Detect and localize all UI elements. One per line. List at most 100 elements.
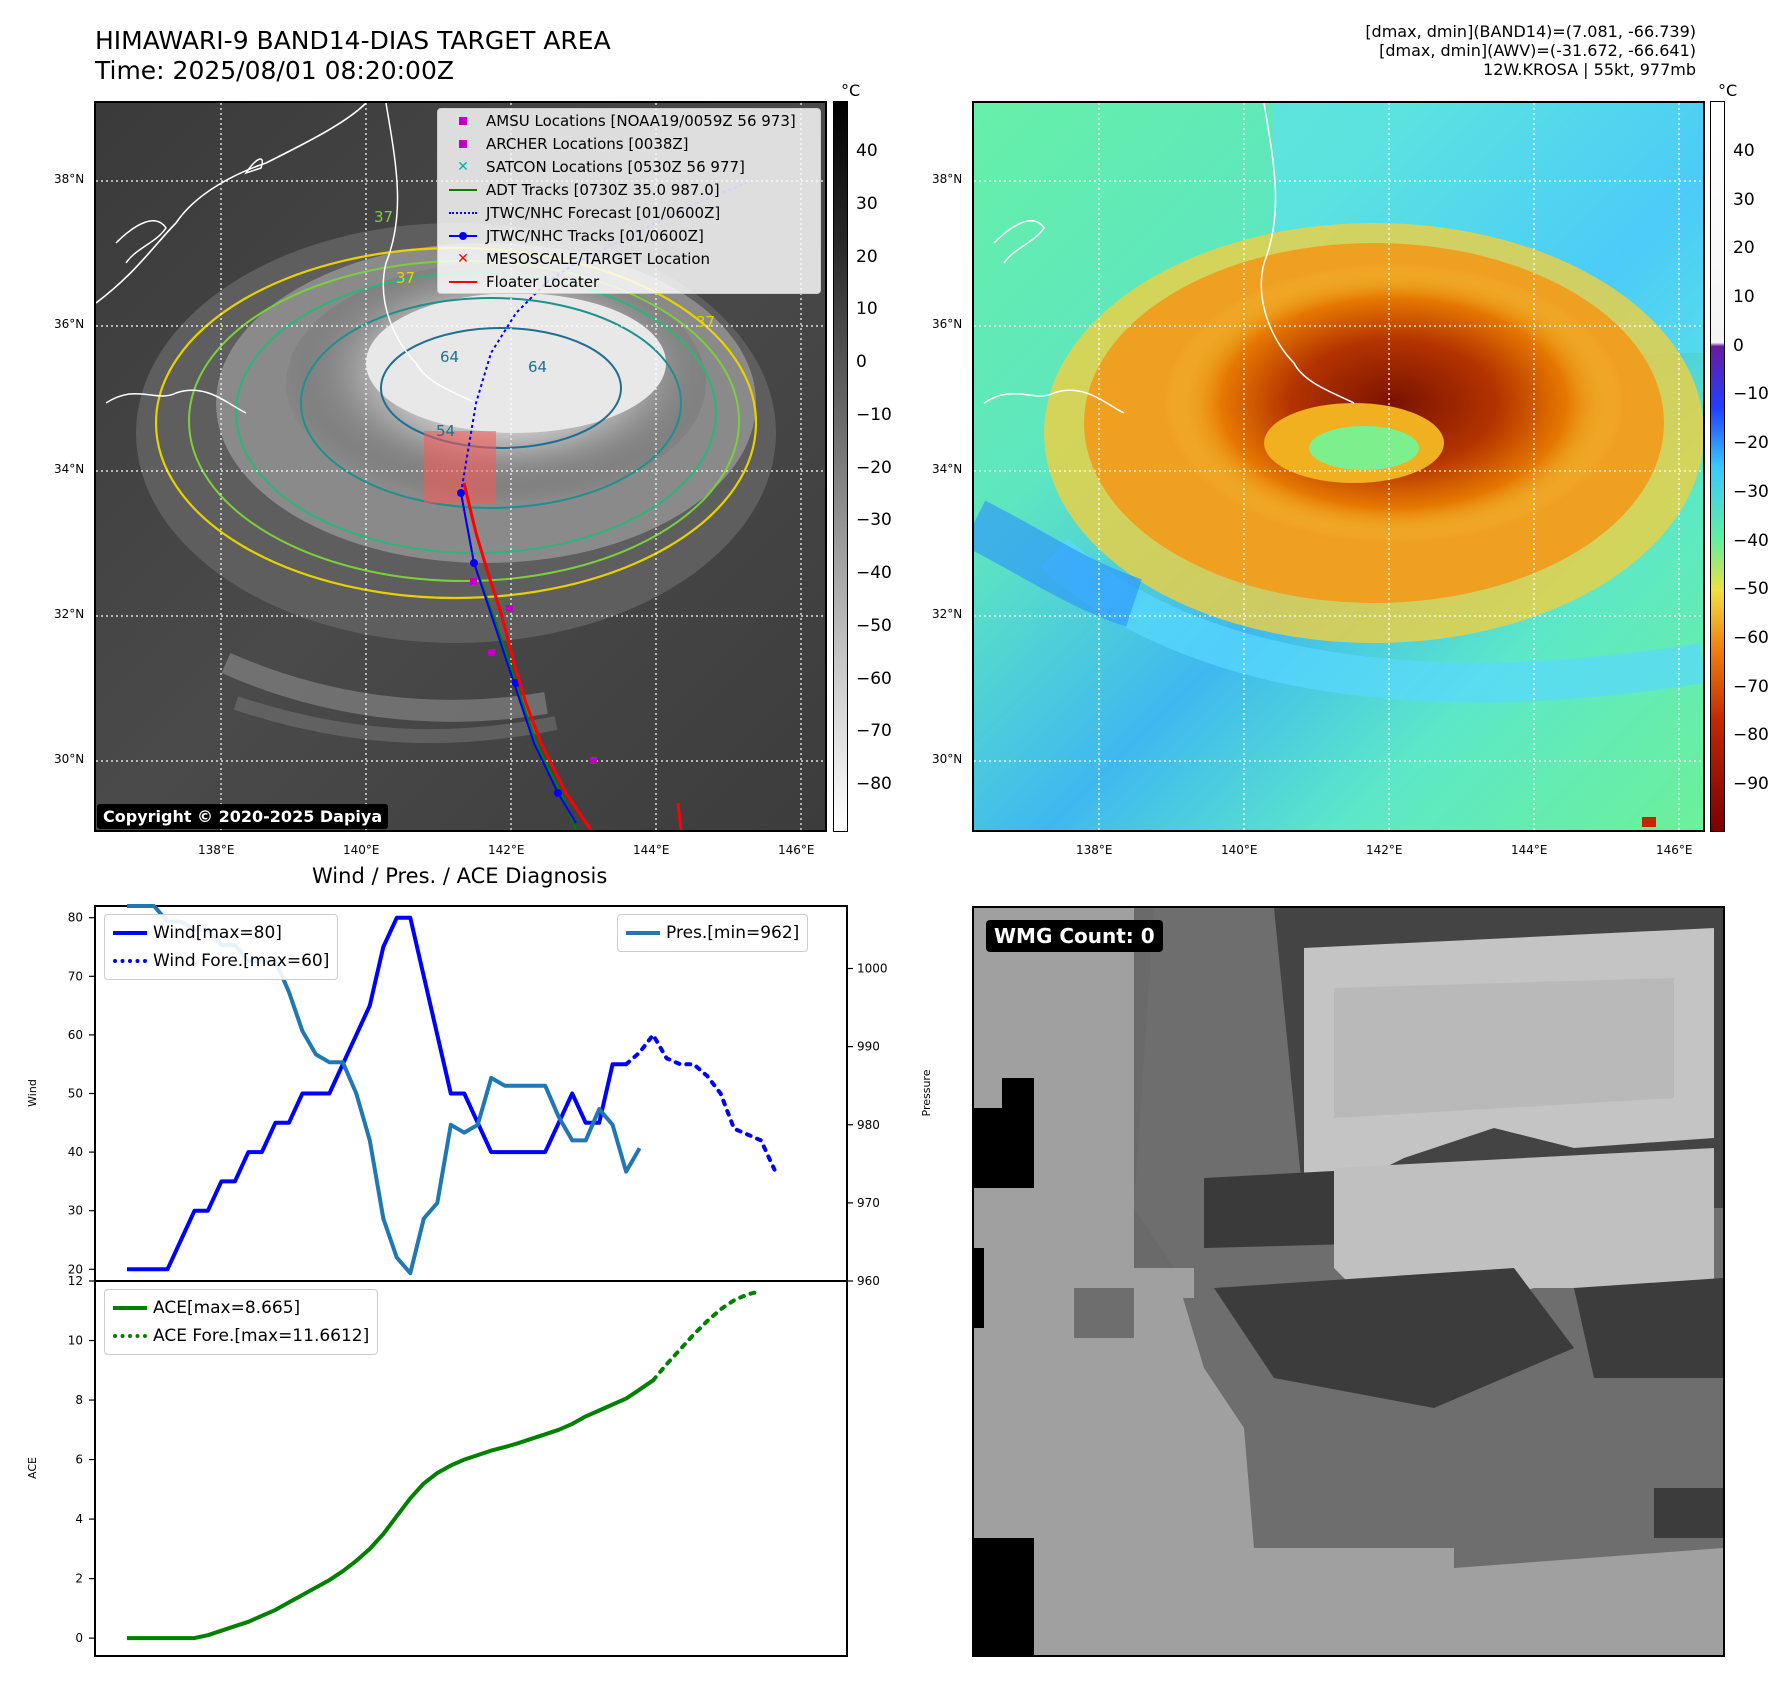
contour-label: 37 (396, 269, 415, 287)
lat-tick: 36°N (54, 317, 85, 331)
axis-tick-label: 10 (68, 1334, 83, 1348)
line-dot-marker-icon (446, 231, 480, 240)
legend-item-ace-forecast: ACE Fore.[max=11.6612] (111, 1322, 371, 1350)
axis-tick-label: 12 (68, 1274, 83, 1288)
axis-tick-label: 50 (68, 1087, 83, 1101)
ir-colorbar-ticks: 40 30 20 10 0 −10 −20 −30 −40 −50 −60 −70 −80 (856, 101, 916, 832)
axis-tick-label: 80 (68, 911, 83, 925)
colorbar-tick-label: −20 (1733, 433, 1769, 454)
legend-item-pressure: Pres.[min=962] (624, 919, 801, 947)
axis-tick-label: 980 (857, 1118, 880, 1132)
colorbar-tick-label: −60 (1733, 627, 1769, 648)
legend-item-jtwc-forecast: JTWC/NHC Forecast [01/0600Z] (438, 201, 820, 224)
awv-colorbar-ticks: 40 30 20 10 0 −10 −20 −30 −40 −50 −60 −70 −80 −90 (1733, 101, 1788, 832)
wind-legend: Wind[max=80] Wind Fore.[max=60] (104, 914, 339, 980)
axis-tick-label: 60 (68, 1028, 83, 1042)
legend-item-wind: Wind[max=80] (111, 919, 331, 947)
info-line-2: [dmax, dmin](AWV)=(-31.672, -66.641) (1379, 41, 1696, 60)
colorbar-tick-label: −40 (856, 563, 892, 583)
wmg-image (974, 908, 1723, 1655)
title-line-1: HIMAWARI-9 BAND14-DIAS TARGET AREA (95, 26, 611, 55)
pressure-legend: Pres.[min=962] (617, 914, 809, 952)
line-marker-icon (446, 188, 480, 191)
info-line-3: 12W.KROSA | 55kt, 977mb (1483, 60, 1696, 79)
title-line-2: Time: 2025/08/01 08:20:00Z (95, 56, 454, 85)
colorbar-tick-label: −20 (856, 457, 892, 478)
colorbar-unit: °C (841, 81, 861, 100)
lat-tick: 36°N (932, 317, 963, 331)
contour-label: 64 (528, 358, 547, 376)
lat-tick: 32°N (932, 607, 963, 621)
colorbar-tick-label: 40 (1733, 141, 1755, 161)
axis-tick-label: 990 (857, 1040, 880, 1054)
legend-label: Pres.[min=962] (666, 923, 800, 943)
lon-tick: 140°E (343, 843, 380, 857)
axis-tick-label: 4 (75, 1512, 83, 1526)
axis-tick-label: 20 (68, 1262, 83, 1276)
wmg-count-badge: WMG Count: 0 (986, 920, 1163, 952)
legend-label: JTWC/NHC Tracks [01/0600Z] (486, 226, 704, 245)
pressure-y-ticks: 960 970 980 990 1000 (847, 962, 888, 1288)
diagnosis-title: Wind / Pres. / ACE Diagnosis (312, 864, 608, 888)
colorbar-tick-label: 0 (1733, 335, 1744, 356)
axis-tick-label: 70 (68, 969, 83, 983)
axis-tick-label: 0 (75, 1631, 83, 1645)
contour-label: 37 (696, 313, 715, 331)
colorbar-tick-label: 30 (1733, 189, 1755, 210)
wind-y-ticks: 20 30 40 50 60 70 80 (68, 911, 95, 1276)
lat-tick: 38°N (54, 172, 85, 186)
colorbar-tick-label: −10 (856, 404, 892, 425)
colorbar-tick-label: 0 (856, 352, 867, 372)
lat-tick: 34°N (932, 462, 963, 476)
info-line-1: [dmax, dmin](BAND14)=(7.081, -66.739) (1365, 22, 1696, 41)
legend-label: ACE Fore.[max=11.6612] (153, 1326, 370, 1346)
legend-label: AMSU Locations [NOAA19/0059Z 56 973] (486, 111, 796, 130)
lon-tick: 142°E (1366, 843, 1403, 857)
map-legend: AMSU Locations [NOAA19/0059Z 56 973] ARC… (437, 108, 821, 294)
x-marker-icon: ✕ (457, 158, 469, 175)
lon-tick: 142°E (488, 843, 525, 857)
legend-label: MESOSCALE/TARGET Location (486, 249, 711, 268)
legend-label: ACE[max=8.665] (153, 1298, 301, 1318)
lon-tick: 138°E (198, 843, 235, 857)
ir-map-panel: 64 54 64 37 37 37 AMSU Locations [NOAA19… (94, 101, 827, 832)
awv-map-panel (972, 101, 1705, 832)
legend-item-satcon: ✕ SATCON Locations [0530Z 56 977] (438, 155, 820, 178)
axis-tick-label: 6 (75, 1453, 83, 1467)
colorbar-tick-label: −80 (1733, 725, 1769, 746)
legend-label: JTWC/NHC Forecast [01/0600Z] (486, 203, 721, 222)
legend-label: Floater Locater (486, 272, 600, 291)
lon-tick: 146°E (1656, 843, 1693, 857)
colorbar-tick-label: 30 (856, 193, 878, 214)
wind-axis-label: Wind (26, 1079, 39, 1107)
intensity-info: [dmax, dmin](BAND14)=(7.081, -66.739) [d… (1365, 22, 1696, 79)
legend-item-adt: ADT Tracks [0730Z 35.0 987.0] (438, 178, 820, 201)
colorbar-tick-label: 10 (856, 299, 878, 320)
ace-forecast-series-line (651, 1289, 763, 1383)
lat-tick: 30°N (932, 752, 963, 766)
legend-item-jtwc-tracks: JTWC/NHC Tracks [01/0600Z] (438, 224, 820, 247)
line-marker-icon (626, 931, 660, 935)
legend-label: Wind[max=80] (153, 923, 282, 943)
wmg-panel: WMG Count: 0 (972, 906, 1725, 1657)
lon-tick: 146°E (778, 843, 815, 857)
ace-series-line (127, 1378, 655, 1641)
legend-item-wind-forecast: Wind Fore.[max=60] (111, 947, 331, 975)
pressure-axis-label: Pressure (920, 1069, 933, 1116)
wind-forecast-series-line (624, 1032, 777, 1172)
legend-item-ace: ACE[max=8.665] (111, 1294, 371, 1322)
axis-tick-label: 30 (68, 1204, 83, 1218)
chart-series (127, 904, 777, 1641)
colorbar-tick-label: −70 (1733, 676, 1769, 697)
copyright-badge: Copyright © 2020-2025 Dapiya (97, 804, 389, 829)
dotted-line-icon (446, 211, 480, 214)
colorbar-tick-label: 40 (856, 141, 878, 161)
contour-label: 54 (436, 422, 455, 440)
dotted-line-icon (113, 1334, 147, 1338)
lon-tick: 138°E (1076, 843, 1113, 857)
colorbar-tick-label: −50 (1733, 579, 1769, 600)
awv-colorbar (1710, 101, 1725, 832)
figure-title: HIMAWARI-9 BAND14-DIAS TARGET AREA Time:… (95, 26, 611, 86)
lon-tick: 144°E (633, 843, 670, 857)
lon-tick: 144°E (1511, 843, 1548, 857)
